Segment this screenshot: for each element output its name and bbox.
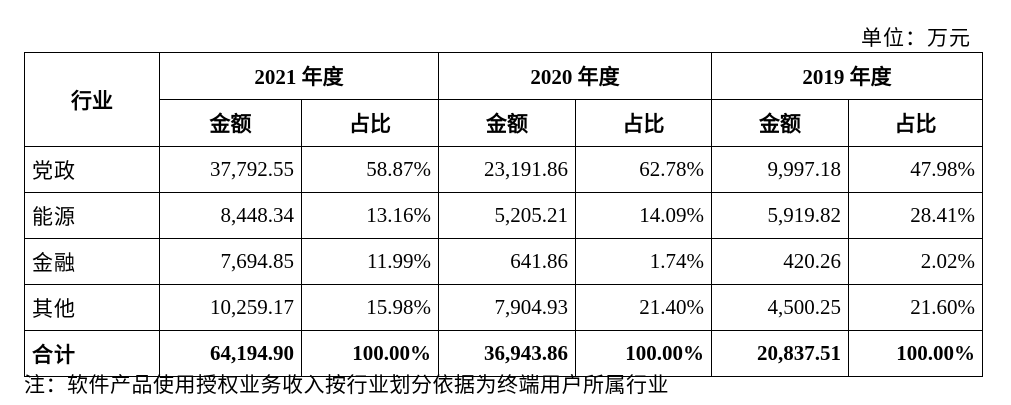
amount-cell: 10,259.17 xyxy=(159,284,302,331)
total-amount-cell: 36,943.86 xyxy=(438,330,576,377)
amount-cell: 4,500.25 xyxy=(711,284,849,331)
year-header-2020: 2020 年度 xyxy=(438,52,712,100)
amount-cell: 37,792.55 xyxy=(159,146,302,193)
table-row: 党政 37,792.55 58.87% 23,191.86 62.78% 9,9… xyxy=(24,146,983,193)
unit-label: 单位：万元 xyxy=(861,26,971,50)
footnote: 注：软件产品使用授权业务收入按行业划分依据为终端用户所属行业 xyxy=(24,373,669,397)
ratio-cell: 28.41% xyxy=(848,192,983,239)
industry-header: 行业 xyxy=(24,52,160,147)
amount-cell: 7,904.93 xyxy=(438,284,576,331)
ratio-cell: 15.98% xyxy=(301,284,439,331)
table-row: 能源 8,448.34 13.16% 5,205.21 14.09% 5,919… xyxy=(24,192,983,239)
row-label: 能源 xyxy=(24,192,160,239)
ratio-cell: 47.98% xyxy=(848,146,983,193)
total-ratio-cell: 100.00% xyxy=(575,330,712,377)
amount-cell: 420.26 xyxy=(711,238,849,285)
ratio-cell: 62.78% xyxy=(575,146,712,193)
year-header-2019: 2019 年度 xyxy=(711,52,983,100)
ratio-cell: 21.40% xyxy=(575,284,712,331)
total-ratio-cell: 100.00% xyxy=(301,330,439,377)
total-ratio-cell: 100.00% xyxy=(848,330,983,377)
industry-revenue-table: 行业 2021 年度 2020 年度 2019 年度 金额 占比 金额 占比 金… xyxy=(24,52,983,377)
year-header-2021: 2021 年度 xyxy=(159,52,439,100)
ratio-cell: 13.16% xyxy=(301,192,439,239)
ratio-cell: 58.87% xyxy=(301,146,439,193)
amount-cell: 7,694.85 xyxy=(159,238,302,285)
ratio-header: 占比 xyxy=(301,99,439,147)
total-row: 合计 64,194.90 100.00% 36,943.86 100.00% 2… xyxy=(24,330,983,377)
amount-header: 金额 xyxy=(711,99,849,147)
amount-cell: 23,191.86 xyxy=(438,146,576,193)
ratio-cell: 1.74% xyxy=(575,238,712,285)
ratio-cell: 21.60% xyxy=(848,284,983,331)
amount-header: 金额 xyxy=(159,99,302,147)
amount-cell: 8,448.34 xyxy=(159,192,302,239)
ratio-cell: 2.02% xyxy=(848,238,983,285)
row-label: 其他 xyxy=(24,284,160,331)
amount-cell: 9,997.18 xyxy=(711,146,849,193)
row-label: 党政 xyxy=(24,146,160,193)
total-amount-cell: 20,837.51 xyxy=(711,330,849,377)
ratio-header: 占比 xyxy=(575,99,712,147)
ratio-cell: 14.09% xyxy=(575,192,712,239)
amount-cell: 5,205.21 xyxy=(438,192,576,239)
amount-cell: 641.86 xyxy=(438,238,576,285)
ratio-cell: 11.99% xyxy=(301,238,439,285)
amount-header: 金额 xyxy=(438,99,576,147)
ratio-header: 占比 xyxy=(848,99,983,147)
amount-cell: 5,919.82 xyxy=(711,192,849,239)
table-row: 其他 10,259.17 15.98% 7,904.93 21.40% 4,50… xyxy=(24,284,983,331)
total-label: 合计 xyxy=(24,330,160,377)
total-amount-cell: 64,194.90 xyxy=(159,330,302,377)
row-label: 金融 xyxy=(24,238,160,285)
table-row: 金融 7,694.85 11.99% 641.86 1.74% 420.26 2… xyxy=(24,238,983,285)
